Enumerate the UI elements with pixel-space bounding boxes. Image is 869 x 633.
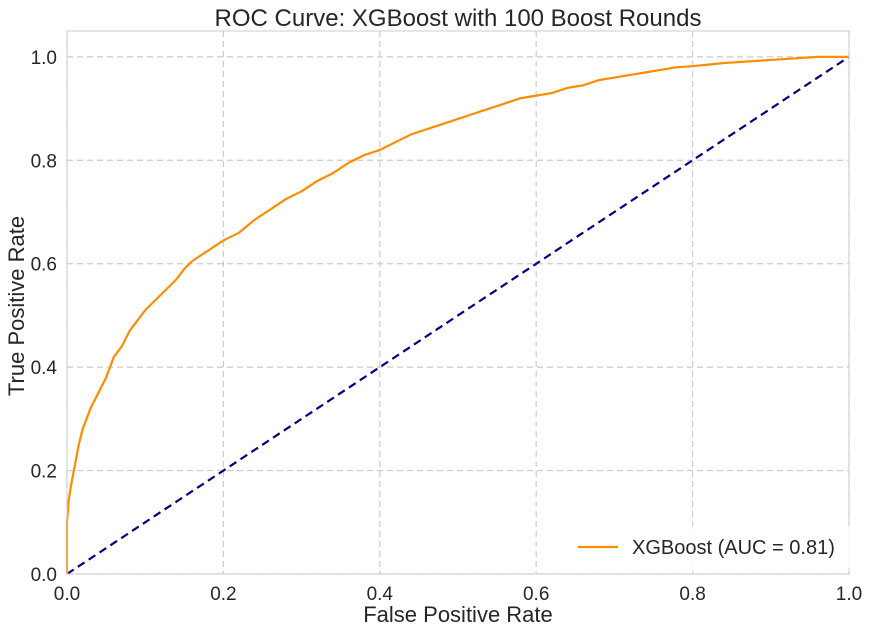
y-tick-label: 1.0	[31, 48, 57, 69]
x-tick-label: 0.0	[54, 584, 80, 605]
x-tick-label: 0.4	[367, 584, 394, 605]
y-tick-label: 0.6	[31, 255, 57, 276]
x-tick-labels: 0.0 0.2 0.4 0.6 0.8 1.0	[54, 584, 862, 605]
roc-curve-line	[65, 55, 849, 574]
x-tick-label: 0.8	[679, 584, 705, 605]
x-tick-label: 0.6	[523, 584, 549, 605]
y-tick-label: 0.4	[31, 358, 58, 379]
roc-curve-layer	[65, 55, 849, 574]
legend: XGBoost (AUC = 0.81)	[560, 526, 850, 568]
y-tick-label: 0.2	[31, 462, 57, 483]
x-tick-label: 0.2	[210, 584, 236, 605]
chance-diagonal-line	[66, 55, 850, 575]
chart-title: ROC Curve: XGBoost with 100 Boost Rounds	[215, 5, 702, 32]
plot-frame	[66, 30, 850, 575]
y-tick-label: 0.8	[31, 151, 57, 172]
reference-line-layer	[66, 55, 850, 575]
y-tick-labels: 0.0 0.2 0.4 0.6 0.8 1.0	[31, 48, 58, 586]
y-axis-label: True Positive Rate	[4, 216, 29, 396]
x-tick-label: 1.0	[836, 584, 862, 605]
grid	[66, 31, 850, 575]
x-axis-label: False Positive Rate	[363, 602, 553, 627]
legend-label: XGBoost (AUC = 0.81)	[632, 537, 835, 559]
y-tick-label: 0.0	[31, 565, 57, 586]
